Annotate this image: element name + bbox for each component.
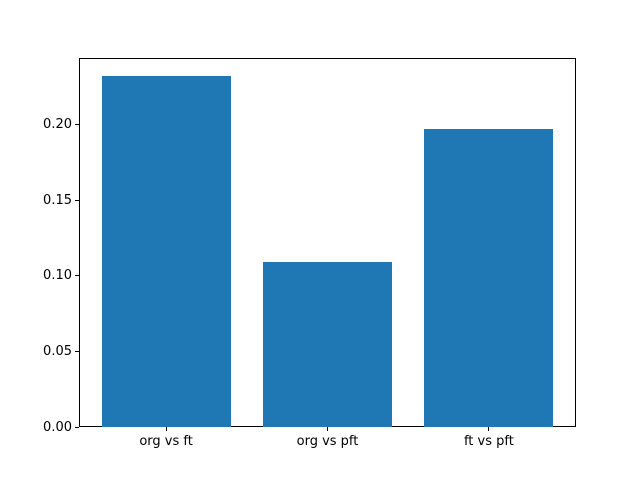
y-tick-mark bbox=[75, 124, 79, 125]
y-tick-mark bbox=[75, 275, 79, 277]
y-tick-mark bbox=[75, 199, 79, 201]
y-tick-label: 0.20 bbox=[43, 117, 72, 132]
x-tick-label: org vs pft bbox=[296, 434, 359, 449]
x-tick-label: org vs ft bbox=[139, 434, 193, 449]
bar-org-vs-pft bbox=[263, 262, 393, 427]
x-tick-mark bbox=[327, 427, 328, 431]
y-tick-mark bbox=[75, 426, 79, 428]
x-tick-mark bbox=[165, 427, 167, 431]
y-tick-label: 0.15 bbox=[43, 192, 72, 208]
x-tick-mark bbox=[488, 427, 490, 431]
bar-org-vs-ft bbox=[101, 76, 231, 427]
bar-ft-vs-pft bbox=[424, 129, 554, 427]
x-tick-label: ft vs pft bbox=[463, 434, 514, 449]
y-tick-mark bbox=[75, 350, 79, 352]
y-tick-label: 0.10 bbox=[43, 268, 72, 284]
y-tick-label: 0.00 bbox=[43, 419, 72, 435]
y-tick-label: 0.05 bbox=[43, 343, 72, 359]
